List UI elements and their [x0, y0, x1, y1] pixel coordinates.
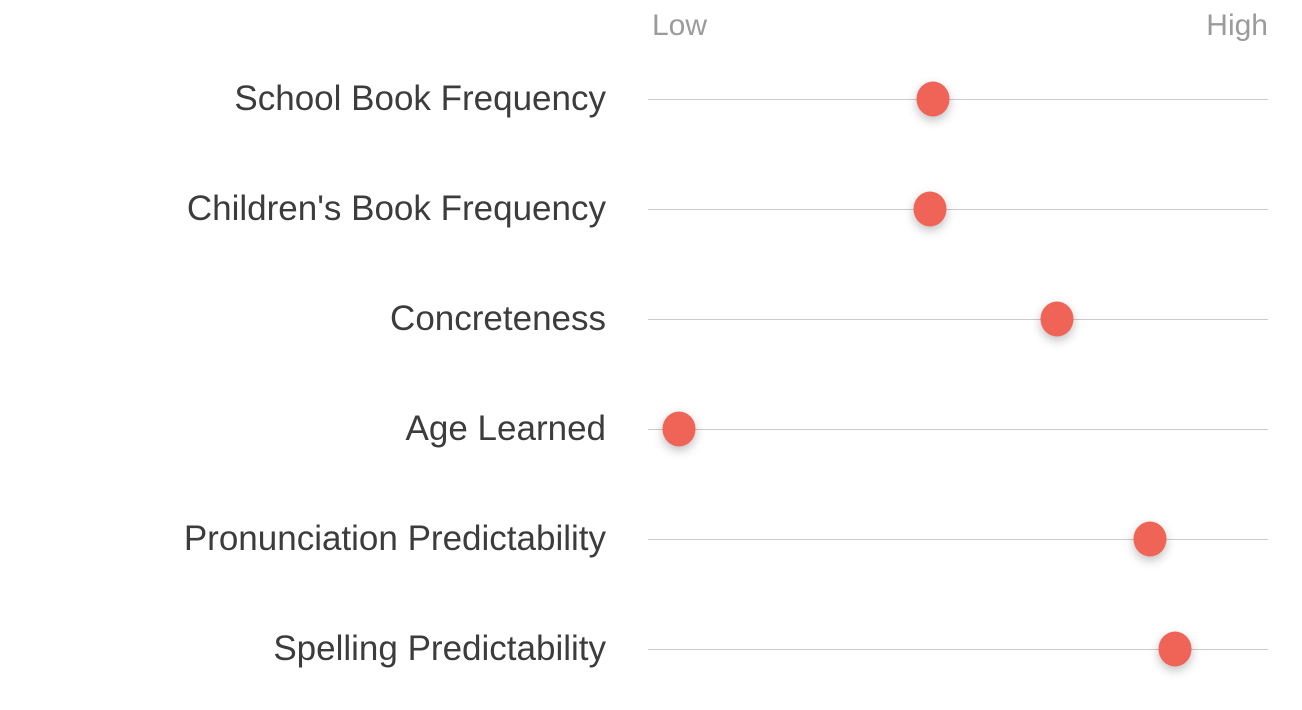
- data-dot: [662, 411, 696, 447]
- data-dot: [916, 81, 950, 117]
- data-dot: [1158, 631, 1192, 667]
- row-label: School Book Frequency: [234, 79, 606, 118]
- row-track: [648, 44, 1268, 154]
- row-label: Pronunciation Predictability: [183, 519, 606, 558]
- track-line: [648, 539, 1268, 540]
- row-track: [648, 594, 1268, 704]
- data-dot: [913, 191, 947, 227]
- track-line: [648, 429, 1268, 430]
- axis-label-high: High: [1206, 9, 1268, 42]
- row-label: Spelling Predictability: [273, 629, 606, 668]
- row-label: Age Learned: [405, 409, 606, 448]
- row-track: [648, 154, 1268, 264]
- chart-row: School Book Frequency: [0, 44, 1302, 154]
- row-label: Concreteness: [390, 299, 606, 338]
- chart-row: Children's Book Frequency: [0, 154, 1302, 264]
- chart-row: Age Learned: [0, 374, 1302, 484]
- data-dot: [1040, 301, 1074, 337]
- row-label: Children's Book Frequency: [186, 189, 606, 228]
- track-line: [648, 649, 1268, 650]
- row-track: [648, 374, 1268, 484]
- data-dot: [1133, 521, 1167, 557]
- chart-row: Pronunciation Predictability: [0, 484, 1302, 594]
- track-line: [648, 319, 1268, 320]
- track-line: [648, 99, 1268, 100]
- axis-label-low: Low: [652, 9, 708, 42]
- chart-row: Concreteness: [0, 264, 1302, 374]
- chart-row: Spelling Predictability: [0, 594, 1302, 704]
- track-line: [648, 209, 1268, 210]
- axis-endpoint-labels: Low High: [648, 0, 1268, 44]
- chart-rows: School Book Frequency Children's Book Fre…: [0, 44, 1302, 704]
- row-track: [648, 264, 1268, 374]
- row-track: [648, 484, 1268, 594]
